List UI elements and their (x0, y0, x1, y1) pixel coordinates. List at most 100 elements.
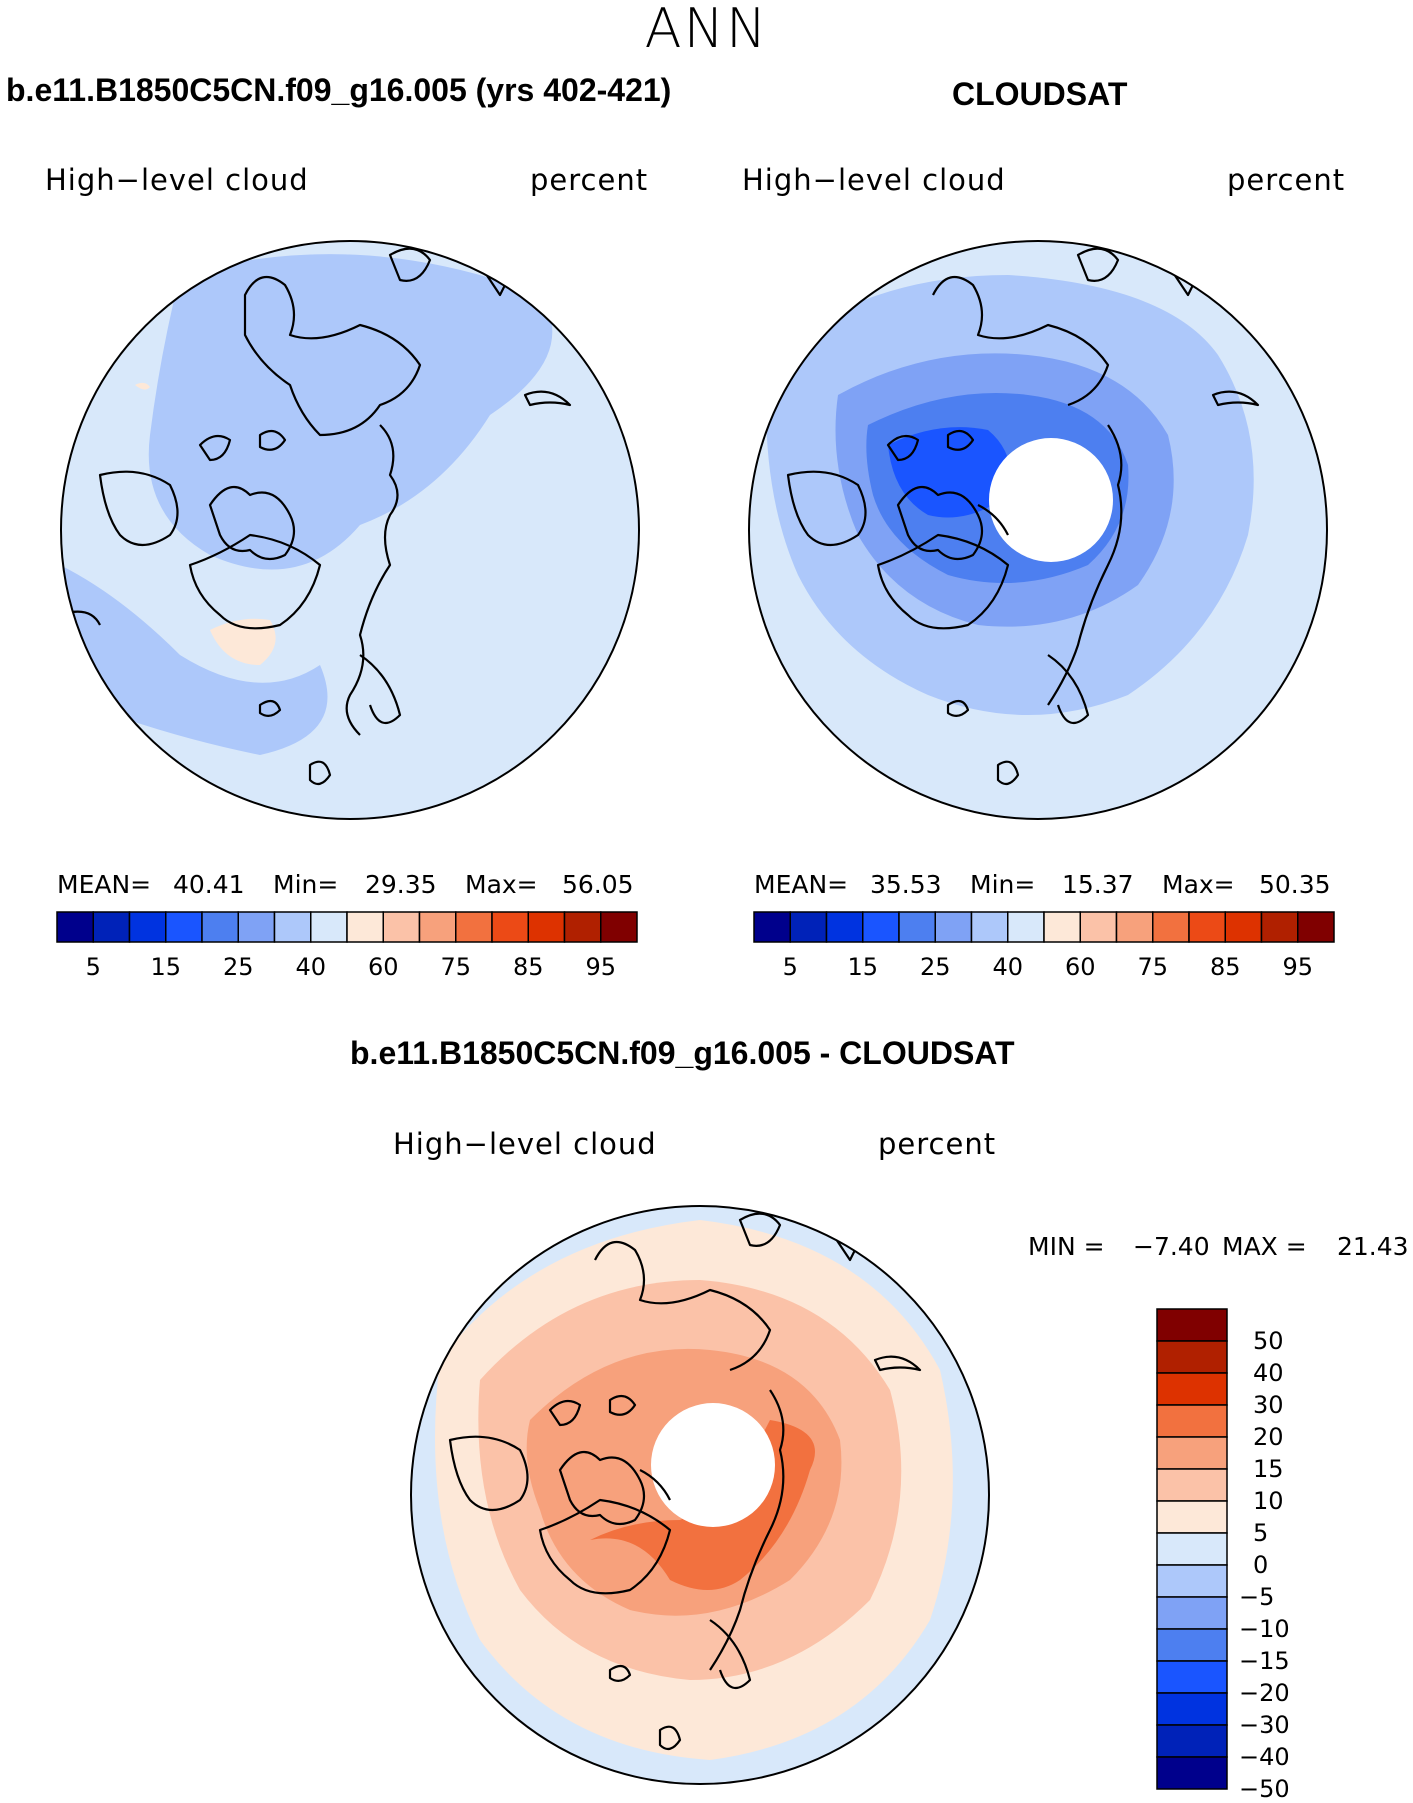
colorbar-swatch (1007, 911, 1045, 943)
colorbar-swatch (970, 911, 1009, 943)
diff-max-label: MAX = (1222, 1232, 1307, 1261)
diff-max-value: 21.43 (1337, 1232, 1409, 1261)
colorbar-swatch (310, 911, 348, 943)
colorbar-swatch (1156, 1532, 1228, 1566)
colorbar-tick-label: 25 (222, 953, 254, 981)
colorbar-swatch (600, 911, 638, 943)
colorbar-swatch (1156, 1500, 1228, 1534)
colorbar-swatch (527, 911, 566, 943)
colorbar-swatch (1156, 1404, 1228, 1438)
model-field-greenland-peak (210, 618, 276, 665)
model-max-label: Max= (465, 870, 538, 899)
colorbar-tick-label: 40 (1253, 1359, 1284, 1387)
obs-colorbar (753, 911, 1335, 943)
colorbar-swatch (201, 911, 239, 943)
colorbar-swatch (1188, 911, 1226, 943)
model-units-label: percent (530, 163, 649, 197)
colorbar-swatch (237, 911, 276, 943)
colorbar-swatch (1156, 1660, 1228, 1694)
colorbar-swatch (1115, 911, 1154, 943)
colorbar-swatch (1297, 911, 1335, 943)
model-max-value: 56.05 (562, 870, 634, 899)
colorbar-swatch (1156, 1468, 1228, 1502)
colorbar-swatch (825, 911, 864, 943)
colorbar-swatch (382, 911, 421, 943)
colorbar-tick-label: 10 (1253, 1487, 1284, 1515)
model-min-label: Min= (273, 870, 339, 899)
model-mean-label: MEAN= (57, 870, 152, 899)
colorbar-tick-label: 40 (295, 953, 327, 981)
colorbar-tick-label: −50 (1239, 1775, 1290, 1803)
colorbar-swatch (418, 911, 457, 943)
obs-variable-label: High−level cloud (742, 163, 1006, 197)
colorbar-swatch (1152, 911, 1190, 943)
colorbar-swatch (92, 911, 131, 943)
model-mean-value: 40.41 (173, 870, 245, 899)
colorbar-swatch (56, 911, 94, 943)
colorbar-swatch (1156, 1724, 1228, 1758)
colorbar-tick-label: 5 (1253, 1519, 1269, 1547)
obs-coastlines (786, 247, 1260, 786)
obs-mean-label: MEAN= (754, 870, 849, 899)
colorbar-swatch (898, 911, 936, 943)
colorbar-swatch (1156, 1756, 1228, 1790)
obs-field-core (888, 427, 1011, 518)
season-title: ANN (644, 0, 769, 60)
colorbar-tick-label: 60 (367, 953, 399, 981)
colorbar-swatch (862, 911, 900, 943)
obs-min-label: Min= (970, 870, 1036, 899)
colorbar-swatch (1079, 911, 1118, 943)
colorbar-tick-label: 60 (1064, 953, 1096, 981)
colorbar-swatch (128, 911, 167, 943)
colorbar-tick-label: 15 (847, 953, 879, 981)
colorbar-swatch (1156, 1628, 1228, 1662)
obs-mean-value: 35.53 (870, 870, 942, 899)
diff-polar-map (410, 1205, 990, 1785)
model-field-arctic (148, 254, 553, 570)
colorbar-tick-label: 5 (85, 953, 101, 981)
colorbar-swatch (1156, 1308, 1228, 1342)
colorbar-swatch (1224, 911, 1263, 943)
obs-panel-title: CLOUDSAT (952, 76, 1128, 112)
colorbar-tick-label: −30 (1239, 1711, 1290, 1739)
diff-min-label: MIN = (1028, 1232, 1105, 1261)
colorbar-tick-label: 95 (1282, 953, 1314, 981)
colorbar-swatch (1156, 1596, 1228, 1630)
colorbar-swatch (455, 911, 493, 943)
obs-units-label: percent (1227, 163, 1346, 197)
model-polar-map (60, 240, 640, 820)
colorbar-tick-label: 0 (1253, 1551, 1269, 1579)
colorbar-tick-label: 20 (1253, 1423, 1284, 1451)
colorbar-swatch (491, 911, 529, 943)
obs-map-border (748, 240, 1328, 820)
colorbar-tick-label: 30 (1253, 1391, 1284, 1419)
colorbar-swatch (753, 911, 791, 943)
diff-panel-title: b.e11.B1850C5CN.f09_g16.005 - CLOUDSAT (350, 1035, 1015, 1071)
diff-min-value: −7.40 (1133, 1232, 1210, 1261)
diff-colorbar (1156, 1308, 1228, 1790)
obs-max-value: 50.35 (1259, 870, 1331, 899)
colorbar-tick-label: 75 (440, 953, 472, 981)
model-colorbar (56, 911, 638, 943)
colorbar-tick-label: −10 (1239, 1615, 1290, 1643)
colorbar-swatch (273, 911, 312, 943)
model-min-value: 29.35 (365, 870, 437, 899)
model-variable-label: High−level cloud (45, 163, 309, 197)
colorbar-tick-label: 40 (992, 953, 1024, 981)
colorbar-swatch (346, 911, 384, 943)
colorbar-tick-label: −5 (1239, 1583, 1275, 1611)
obs-polar-map (748, 240, 1328, 820)
model-panel-title: b.e11.B1850C5CN.f09_g16.005 (yrs 402-421… (6, 72, 672, 108)
colorbar-swatch (563, 911, 602, 943)
colorbar-swatch (1260, 911, 1299, 943)
obs-missing-pole (989, 438, 1113, 562)
colorbar-tick-label: 85 (512, 953, 544, 981)
colorbar-swatch (934, 911, 973, 943)
colorbar-tick-label: 75 (1137, 953, 1169, 981)
colorbar-tick-label: 85 (1209, 953, 1241, 981)
colorbar-swatch (1043, 911, 1081, 943)
colorbar-tick-label: 15 (1253, 1455, 1284, 1483)
model-coastlines (61, 247, 572, 786)
colorbar-tick-label: 95 (585, 953, 617, 981)
colorbar-tick-label: 25 (919, 953, 951, 981)
